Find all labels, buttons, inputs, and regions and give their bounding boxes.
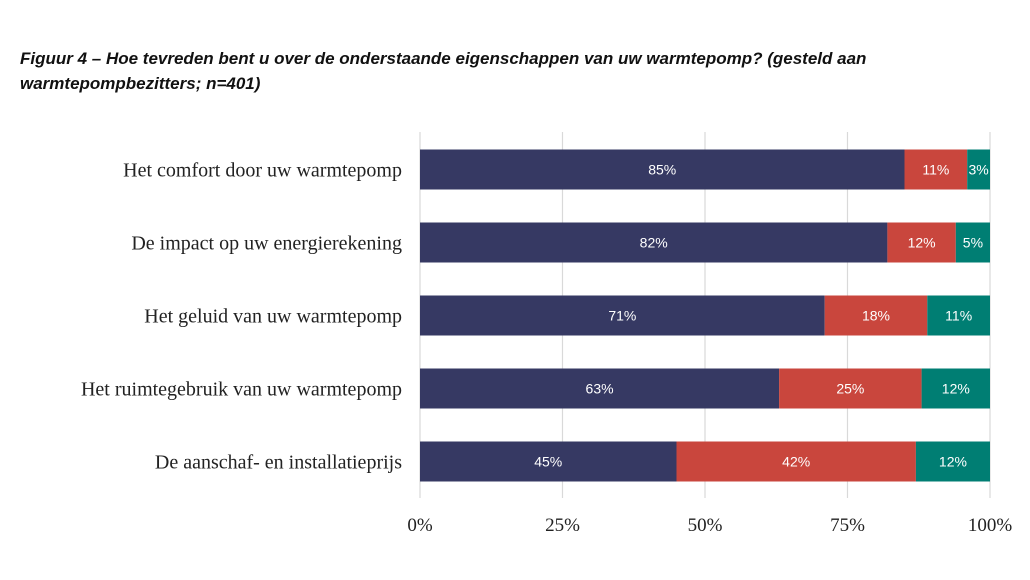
bar-segment-series-3 <box>967 149 990 190</box>
category-label: De aanschaf- en installatieprijs <box>155 452 402 474</box>
bar-segment-series-2 <box>779 368 922 409</box>
x-tick-label: 0% <box>407 515 433 536</box>
data-label: 42% <box>782 454 810 470</box>
bars: 85% 11% 3% 82% 12% 5% 71% 18% 11% 63% 25% 12% 45% 42%… <box>420 149 990 482</box>
data-label: 12% <box>942 381 970 397</box>
data-label: 45% <box>534 454 562 470</box>
data-label: 5% <box>963 235 983 251</box>
x-axis-ticks: 0% 25% 50% 75% 100% <box>407 515 1012 536</box>
bar-segment-series-3 <box>927 295 990 336</box>
data-label: 71% <box>608 308 636 324</box>
bar-segment-series-3 <box>915 441 990 482</box>
chart-title: Figuur 4 – Hoe tevreden bent u over de o… <box>20 49 867 93</box>
bar-segment-series-1 <box>420 149 905 190</box>
bar-segment-series-1 <box>420 222 888 263</box>
bar-segment-series-1 <box>420 368 780 409</box>
x-tick-label: 25% <box>545 515 580 536</box>
data-label: 12% <box>908 235 936 251</box>
x-tick-label: 100% <box>968 515 1013 536</box>
bar-segment-series-2 <box>676 441 916 482</box>
category-label: Het ruimtegebruik van uw warmtepomp <box>81 379 402 401</box>
category-label: Het geluid van uw warmtepomp <box>144 306 402 328</box>
category-label: Het comfort door uw warmtepomp <box>123 160 402 182</box>
data-label: 18% <box>862 308 890 324</box>
bar-segment-series-1 <box>420 441 677 482</box>
data-label: 25% <box>836 381 864 397</box>
data-label: 85% <box>648 162 676 178</box>
data-label: 3% <box>968 162 988 178</box>
bar-segment-series-3 <box>921 368 990 409</box>
data-label: 63% <box>586 381 614 397</box>
data-label: 82% <box>640 235 668 251</box>
bar-segment-series-3 <box>955 222 990 263</box>
category-labels: Het comfort door uw warmtepomp De impact … <box>81 160 402 474</box>
data-label: 12% <box>939 454 967 470</box>
data-label: 11% <box>922 162 949 178</box>
bar-segment-series-2 <box>887 222 956 263</box>
category-label: De impact op uw energierekening <box>131 233 402 255</box>
data-label: 11% <box>945 308 972 324</box>
bar-segment-series-2 <box>824 295 928 336</box>
x-tick-label: 75% <box>830 515 865 536</box>
bar-segment-series-1 <box>420 295 825 336</box>
x-tick-label: 50% <box>688 515 723 536</box>
bar-segment-series-2 <box>904 149 968 190</box>
